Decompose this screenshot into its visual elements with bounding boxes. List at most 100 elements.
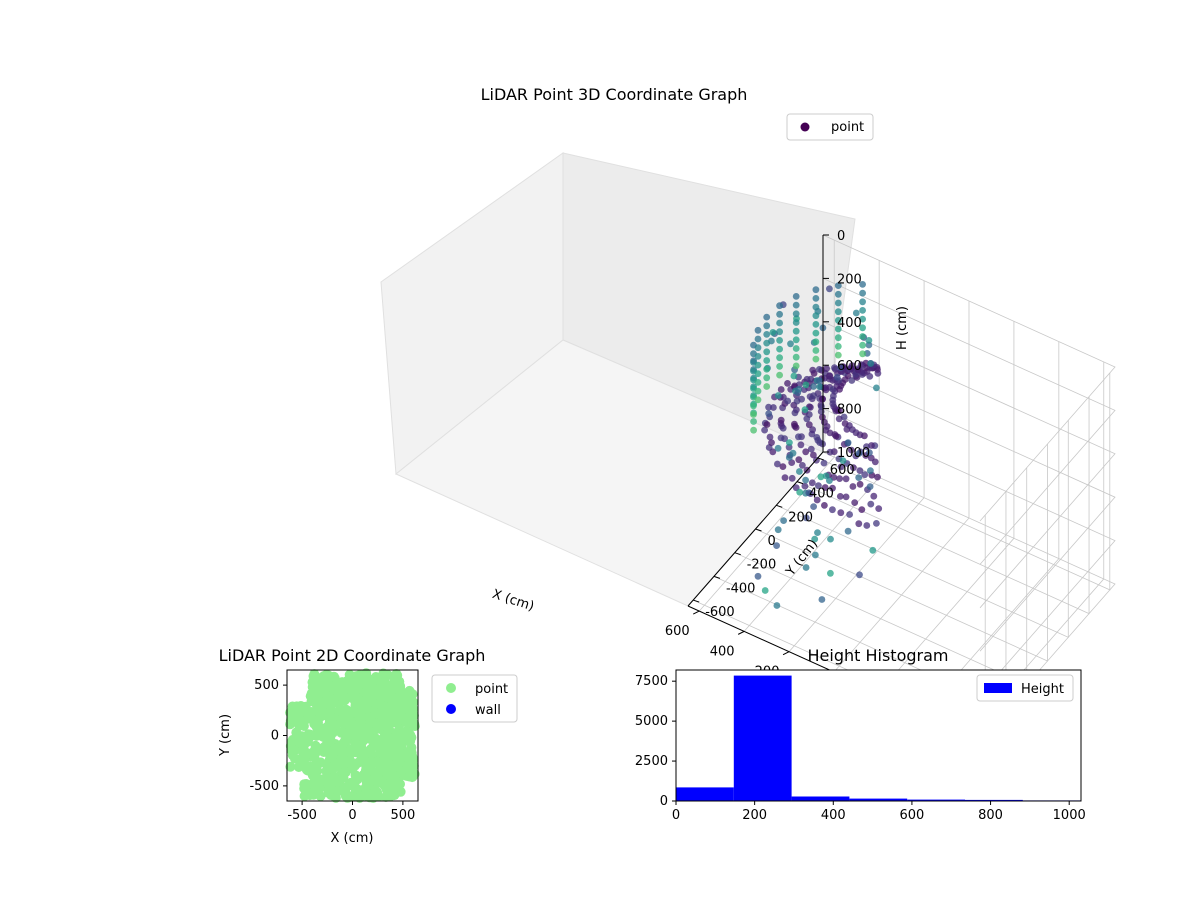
point-2d bbox=[315, 791, 326, 802]
point-3d bbox=[859, 341, 866, 349]
point-3d bbox=[841, 420, 849, 427]
tick-label-x-hist-4: 800 bbox=[978, 808, 1003, 823]
point-3d bbox=[812, 303, 820, 311]
point-3d bbox=[792, 336, 800, 344]
tick-label-y-hist-3: 7500 bbox=[635, 674, 668, 689]
point-3d bbox=[810, 451, 817, 459]
point-3d bbox=[863, 443, 870, 450]
point-3d bbox=[795, 433, 802, 441]
point-3d bbox=[834, 325, 842, 333]
point-3d bbox=[859, 298, 866, 306]
chart-2d-xlabel: X (cm) bbox=[331, 831, 374, 846]
point-2d bbox=[378, 668, 389, 679]
tick-label-h-3d-4: 800 bbox=[837, 403, 862, 418]
point-3d bbox=[768, 439, 775, 446]
point-3d bbox=[839, 457, 847, 464]
point-2d bbox=[391, 716, 402, 727]
point-3d bbox=[812, 338, 820, 346]
point-2d bbox=[357, 755, 368, 766]
point-2d bbox=[315, 722, 325, 733]
point-3d bbox=[808, 479, 816, 487]
tick-label-y-2d-1: 0 bbox=[271, 729, 279, 744]
point-3d bbox=[842, 493, 850, 501]
point-3d bbox=[811, 535, 819, 543]
chart-2d-title: LiDAR Point 2D Coordinate Graph bbox=[219, 646, 486, 665]
plot-frame-hist bbox=[675, 669, 1082, 802]
point-2d bbox=[389, 790, 400, 801]
point-3d bbox=[812, 295, 820, 302]
point-3d bbox=[802, 564, 810, 571]
tick-label-h-3d-3: 600 bbox=[837, 359, 862, 374]
histogram-bar-2 bbox=[791, 796, 850, 801]
point-3d bbox=[792, 345, 800, 352]
point-3d bbox=[873, 520, 880, 527]
point-3d bbox=[837, 364, 845, 372]
tick-label-x-2d-2: 500 bbox=[390, 808, 415, 823]
point-3d bbox=[799, 462, 806, 469]
ticks-2d: -500 -500 0 0 500 500 bbox=[249, 678, 415, 823]
chart-3d-legend: point bbox=[786, 113, 874, 141]
point-3d bbox=[810, 383, 817, 390]
point-3d bbox=[761, 426, 768, 434]
chart-3d: -600-400-2000200400600-600-400-200020040… bbox=[380, 85, 1116, 761]
legend-frame-hist bbox=[976, 674, 1074, 702]
tick-label-y-hist-0: 0 bbox=[660, 794, 668, 809]
point-2d bbox=[396, 749, 407, 760]
point-2d bbox=[312, 759, 323, 770]
point-3d bbox=[837, 463, 845, 471]
tick-x-3d-6 bbox=[693, 610, 700, 615]
point-3d bbox=[822, 384, 829, 391]
point-3d bbox=[834, 282, 842, 289]
point-3d bbox=[820, 459, 828, 467]
point-2d bbox=[329, 772, 340, 783]
point-3d bbox=[833, 374, 841, 381]
tick-y-3d-1 bbox=[713, 575, 721, 579]
point-3d bbox=[859, 307, 866, 314]
tick-label-y-3d-0: -600 bbox=[705, 605, 735, 620]
point-2d bbox=[349, 781, 360, 792]
point-2d bbox=[402, 713, 413, 724]
tick-label-x-hist-2: 400 bbox=[821, 808, 846, 823]
point-3d bbox=[859, 315, 866, 323]
point-2d bbox=[340, 767, 351, 778]
point-2d bbox=[346, 725, 357, 736]
point-3d bbox=[827, 569, 834, 577]
point-3d bbox=[822, 472, 830, 480]
point-3d bbox=[809, 426, 816, 434]
point-3d bbox=[817, 473, 825, 481]
point-3d bbox=[763, 365, 771, 373]
point-3d bbox=[829, 506, 836, 514]
point-3d bbox=[837, 509, 845, 517]
points-2d bbox=[285, 668, 420, 803]
point-2d bbox=[347, 760, 358, 771]
tick-label-h-3d-0: 0 bbox=[837, 229, 845, 244]
point-2d bbox=[361, 788, 372, 799]
point-2d bbox=[375, 708, 386, 719]
gridline-h-0 bbox=[822, 234, 1116, 522]
point-3d bbox=[815, 482, 822, 490]
point-2d bbox=[314, 783, 325, 794]
point-3d bbox=[873, 384, 880, 392]
point-3d bbox=[803, 375, 811, 383]
point-3d bbox=[874, 366, 881, 373]
point-2d bbox=[378, 733, 389, 744]
point-3d bbox=[850, 464, 857, 472]
point-3d bbox=[776, 363, 783, 370]
point-2d bbox=[379, 778, 390, 789]
point-3d bbox=[857, 361, 865, 368]
point-3d bbox=[812, 312, 820, 320]
point-3d bbox=[776, 310, 783, 318]
point-3d bbox=[774, 444, 782, 452]
point-2d bbox=[382, 684, 393, 695]
point-2d bbox=[330, 745, 341, 756]
point-2d bbox=[292, 728, 302, 739]
point-3d bbox=[867, 500, 875, 508]
point-3d bbox=[856, 480, 864, 488]
point-2d bbox=[350, 738, 361, 749]
point-3d bbox=[805, 421, 813, 429]
point-3d bbox=[823, 365, 830, 372]
point-2d bbox=[311, 772, 322, 783]
point-3d bbox=[858, 506, 866, 513]
point-3d bbox=[776, 354, 783, 362]
point-3d bbox=[854, 366, 862, 374]
